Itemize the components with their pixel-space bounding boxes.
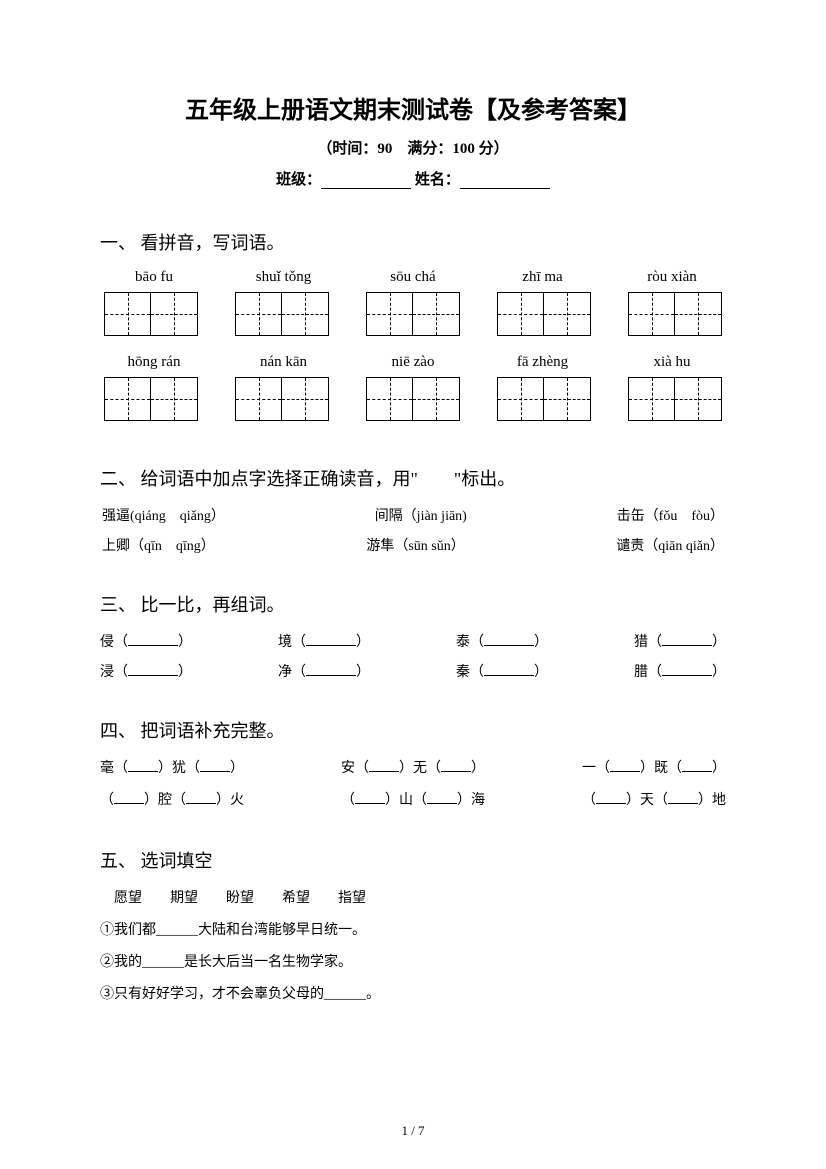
reading-item: 游隼（sūn sǔn）: [366, 535, 464, 555]
idiom-item: 一（）既（）: [582, 757, 726, 777]
compare-item: 猎（）: [634, 631, 726, 651]
pinyin-label: nán kān: [234, 354, 334, 371]
pinyin-row-2: hōng rán nán kān niē zào fā zhèng xià hu: [100, 354, 726, 371]
reading-item: 谴责（qiān qiǎn）: [616, 535, 724, 555]
blank[interactable]: [128, 634, 178, 646]
char-box-pair[interactable]: [366, 377, 460, 421]
page-number: 1 / 7: [0, 1123, 826, 1139]
pinyin-label: sōu chá: [363, 269, 463, 286]
name-blank[interactable]: [460, 175, 550, 189]
compare-item: 境（）: [278, 631, 370, 651]
blank[interactable]: [484, 664, 534, 676]
section1-heading: 一、 看拼音，写词语。: [100, 229, 726, 255]
sentence: ③只有好好学习，才不会辜负父母的______。: [100, 983, 726, 1003]
pinyin-label: hōng rán: [104, 354, 204, 371]
section5-heading: 五、 选词填空: [100, 847, 726, 873]
subtitle: （时间：90 满分：100 分）: [100, 137, 726, 158]
char-box-pair[interactable]: [235, 292, 329, 336]
char-box-pair[interactable]: [628, 292, 722, 336]
blank[interactable]: [369, 760, 399, 772]
idiom-row: 毫（）犹（） 安（）无（） 一（）既（）: [100, 757, 726, 777]
blank[interactable]: [668, 792, 698, 804]
pinyin-label: ròu xiàn: [622, 269, 722, 286]
sentence: ②我的______是长大后当一名生物学家。: [100, 951, 726, 971]
char-box-pair[interactable]: [497, 377, 591, 421]
box-row-2: [100, 377, 726, 421]
pinyin-label: xià hu: [622, 354, 722, 371]
sentence: ①我们都______大陆和台湾能够早日统一。: [100, 919, 726, 939]
char-box-pair[interactable]: [366, 292, 460, 336]
blank[interactable]: [186, 792, 216, 804]
idiom-item: 安（）无（）: [341, 757, 485, 777]
pinyin-label: niē zào: [363, 354, 463, 371]
idiom-item: （）山（）海: [341, 789, 485, 809]
compare-item: 腊（）: [634, 661, 726, 681]
reading-row: 强逼(qiáng qiǎng） 间隔（jiàn jiān) 击缶（fǒu fòu…: [100, 505, 726, 525]
blank[interactable]: [596, 792, 626, 804]
compare-item: 泰（）: [456, 631, 548, 651]
blank[interactable]: [610, 760, 640, 772]
class-name-row: 班级： 姓名：: [100, 168, 726, 189]
pinyin-label: bāo fu: [104, 269, 204, 286]
idiom-item: （）腔（）火: [100, 789, 244, 809]
reading-row: 上卿（qīn qīng） 游隼（sūn sǔn） 谴责（qiān qiǎn）: [100, 535, 726, 555]
blank[interactable]: [441, 760, 471, 772]
char-box-pair[interactable]: [104, 292, 198, 336]
blank[interactable]: [128, 760, 158, 772]
idiom-item: 毫（）犹（）: [100, 757, 244, 777]
blank[interactable]: [114, 792, 144, 804]
blank[interactable]: [128, 664, 178, 676]
name-label: 姓名：: [415, 172, 460, 188]
blank[interactable]: [355, 792, 385, 804]
pinyin-row-1: bāo fu shuǐ tǒng sōu chá zhī ma ròu xiàn: [100, 269, 726, 286]
pinyin-label: fā zhèng: [493, 354, 593, 371]
blank[interactable]: [662, 664, 712, 676]
class-blank[interactable]: [321, 175, 411, 189]
reading-item: 强逼(qiáng qiǎng）: [102, 505, 225, 525]
blank[interactable]: [427, 792, 457, 804]
reading-item: 间隔（jiàn jiān): [375, 505, 467, 525]
section2-heading: 二、 给词语中加点字选择正确读音，用" "标出。: [100, 465, 726, 491]
class-label: 班级：: [276, 172, 321, 188]
char-box-pair[interactable]: [628, 377, 722, 421]
section4-heading: 四、 把词语补充完整。: [100, 717, 726, 743]
pinyin-label: shuǐ tǒng: [234, 269, 334, 286]
section3-heading: 三、 比一比，再组词。: [100, 591, 726, 617]
compare-row: 浸（） 净（） 秦（） 腊（）: [100, 661, 726, 681]
compare-item: 浸（）: [100, 661, 192, 681]
blank[interactable]: [484, 634, 534, 646]
idiom-row: （）腔（）火 （）山（）海 （）天（）地: [100, 789, 726, 809]
idiom-item: （）天（）地: [582, 789, 726, 809]
compare-item: 净（）: [278, 661, 370, 681]
compare-item: 秦（）: [456, 661, 548, 681]
page-title: 五年级上册语文期末测试卷【及参考答案】: [100, 90, 726, 125]
char-box-pair[interactable]: [235, 377, 329, 421]
compare-row: 侵（） 境（） 泰（） 猎（）: [100, 631, 726, 651]
blank[interactable]: [200, 760, 230, 772]
reading-item: 击缶（fǒu fòu）: [617, 505, 724, 525]
char-box-pair[interactable]: [104, 377, 198, 421]
blank[interactable]: [306, 634, 356, 646]
blank[interactable]: [662, 634, 712, 646]
box-row-1: [100, 292, 726, 336]
char-box-pair[interactable]: [497, 292, 591, 336]
pinyin-label: zhī ma: [493, 269, 593, 286]
compare-item: 侵（）: [100, 631, 192, 651]
word-choices: 愿望 期望 盼望 希望 指望: [114, 887, 726, 907]
reading-item: 上卿（qīn qīng）: [102, 535, 215, 555]
blank[interactable]: [682, 760, 712, 772]
blank[interactable]: [306, 664, 356, 676]
